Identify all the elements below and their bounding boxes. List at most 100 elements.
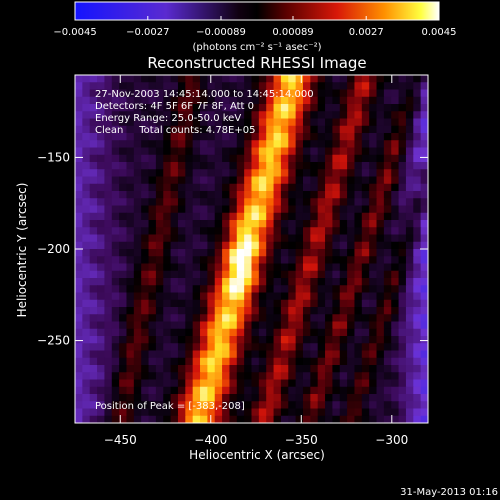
heatmap-cell bbox=[82, 328, 91, 337]
heatmap-cell bbox=[244, 299, 253, 308]
heatmap-cell bbox=[89, 176, 98, 185]
heatmap-cell bbox=[273, 212, 282, 221]
heatmap-cell bbox=[214, 350, 223, 359]
heatmap-cell bbox=[339, 328, 348, 337]
heatmap-cell bbox=[192, 125, 201, 134]
heatmap-cell bbox=[251, 241, 260, 250]
heatmap-cell bbox=[148, 198, 157, 207]
heatmap-cell bbox=[89, 169, 98, 178]
heatmap-cell bbox=[354, 198, 363, 207]
heatmap-cell bbox=[200, 365, 208, 373]
heatmap-cell bbox=[354, 357, 363, 366]
heatmap-cell bbox=[214, 176, 223, 185]
heatmap-cell bbox=[229, 314, 238, 323]
heatmap-cell bbox=[170, 89, 179, 98]
heatmap-cell bbox=[163, 220, 172, 228]
heatmap-cell bbox=[207, 256, 216, 265]
heatmap-cell bbox=[229, 154, 238, 163]
heatmap-cell bbox=[295, 343, 304, 352]
heatmap-cell bbox=[192, 321, 201, 330]
heatmap-cell bbox=[229, 125, 238, 134]
heatmap-cell bbox=[97, 118, 106, 127]
heatmap-cell bbox=[420, 263, 428, 272]
heatmap-cell bbox=[354, 263, 363, 272]
heatmap-cell bbox=[413, 321, 422, 330]
heatmap-cell bbox=[405, 350, 414, 359]
heatmap-cell bbox=[141, 394, 150, 402]
heatmap-cell bbox=[398, 328, 407, 337]
heatmap-cell bbox=[163, 292, 172, 301]
heatmap-cell bbox=[89, 415, 98, 423]
heatmap-cell bbox=[302, 343, 311, 352]
heatmap-cell bbox=[398, 111, 407, 120]
heatmap-cell bbox=[192, 191, 201, 199]
heatmap-cell bbox=[148, 263, 157, 272]
heatmap-cell bbox=[119, 328, 128, 337]
heatmap-cell bbox=[185, 140, 194, 149]
heatmap-cell bbox=[214, 241, 223, 250]
heatmap-cell bbox=[339, 314, 348, 323]
heatmap-cell bbox=[391, 328, 400, 337]
heatmap-cell bbox=[222, 292, 231, 301]
heatmap-cell bbox=[266, 133, 275, 141]
heatmap-cell bbox=[214, 169, 223, 178]
heatmap-cell bbox=[119, 357, 128, 366]
heatmap-cell bbox=[192, 176, 201, 185]
heatmap-cell bbox=[200, 96, 208, 105]
heatmap-cell bbox=[295, 140, 304, 149]
heatmap-cell bbox=[192, 328, 201, 337]
heatmap-cell bbox=[288, 365, 297, 373]
heatmap-cell bbox=[229, 365, 238, 373]
heatmap-cell bbox=[111, 96, 120, 105]
heatmap-cell bbox=[141, 314, 150, 323]
heatmap-cell bbox=[273, 328, 282, 337]
heatmap-cell bbox=[420, 336, 428, 344]
heatmap-cell bbox=[155, 307, 164, 315]
heatmap-cell bbox=[361, 328, 370, 337]
heatmap-cell bbox=[266, 299, 275, 308]
heatmap-cell bbox=[244, 176, 253, 185]
heatmap-cell bbox=[369, 183, 378, 192]
heatmap-cell bbox=[361, 96, 370, 105]
heatmap-cell bbox=[133, 147, 142, 156]
heatmap-cell bbox=[266, 198, 275, 207]
heatmap-cell bbox=[310, 183, 319, 192]
heatmap-cell bbox=[141, 183, 150, 192]
heatmap-cell bbox=[383, 111, 392, 120]
heatmap-cell bbox=[354, 328, 363, 337]
heatmap-cell bbox=[288, 220, 297, 228]
heatmap-cell bbox=[376, 343, 385, 352]
heatmap-cell bbox=[89, 256, 98, 265]
heatmap-cell bbox=[369, 314, 378, 323]
heatmap-cell bbox=[148, 104, 157, 112]
heatmap-cell bbox=[361, 212, 370, 221]
heatmap-cell bbox=[295, 111, 304, 120]
heatmap-cell bbox=[185, 183, 194, 192]
heatmap-cell bbox=[97, 191, 106, 199]
heatmap-cell bbox=[82, 365, 91, 373]
heatmap-cell bbox=[251, 234, 260, 243]
heatmap-cell bbox=[222, 270, 231, 279]
heatmap-cell bbox=[229, 278, 238, 286]
heatmap-cell bbox=[214, 227, 223, 236]
heatmap-cell bbox=[111, 118, 120, 127]
heatmap-cell bbox=[236, 198, 245, 207]
heatmap-cell bbox=[170, 394, 179, 402]
heatmap-cell bbox=[405, 372, 414, 381]
heatmap-cell bbox=[420, 401, 428, 410]
heatmap-cell bbox=[361, 365, 370, 373]
heatmap-cell bbox=[133, 270, 142, 279]
heatmap-cell bbox=[310, 321, 319, 330]
heatmap-cell bbox=[75, 415, 83, 423]
heatmap-cell bbox=[325, 96, 333, 105]
heatmap-cell bbox=[111, 234, 120, 243]
heatmap-cell bbox=[200, 82, 208, 91]
heatmap-cell bbox=[420, 205, 428, 214]
heatmap-cell bbox=[310, 408, 319, 417]
heatmap-cell bbox=[288, 328, 297, 337]
heatmap-cell bbox=[214, 328, 223, 337]
heatmap-cell bbox=[141, 343, 150, 352]
heatmap-cell bbox=[200, 328, 208, 337]
heatmap-cell bbox=[273, 198, 282, 207]
heatmap-cell bbox=[413, 386, 422, 395]
